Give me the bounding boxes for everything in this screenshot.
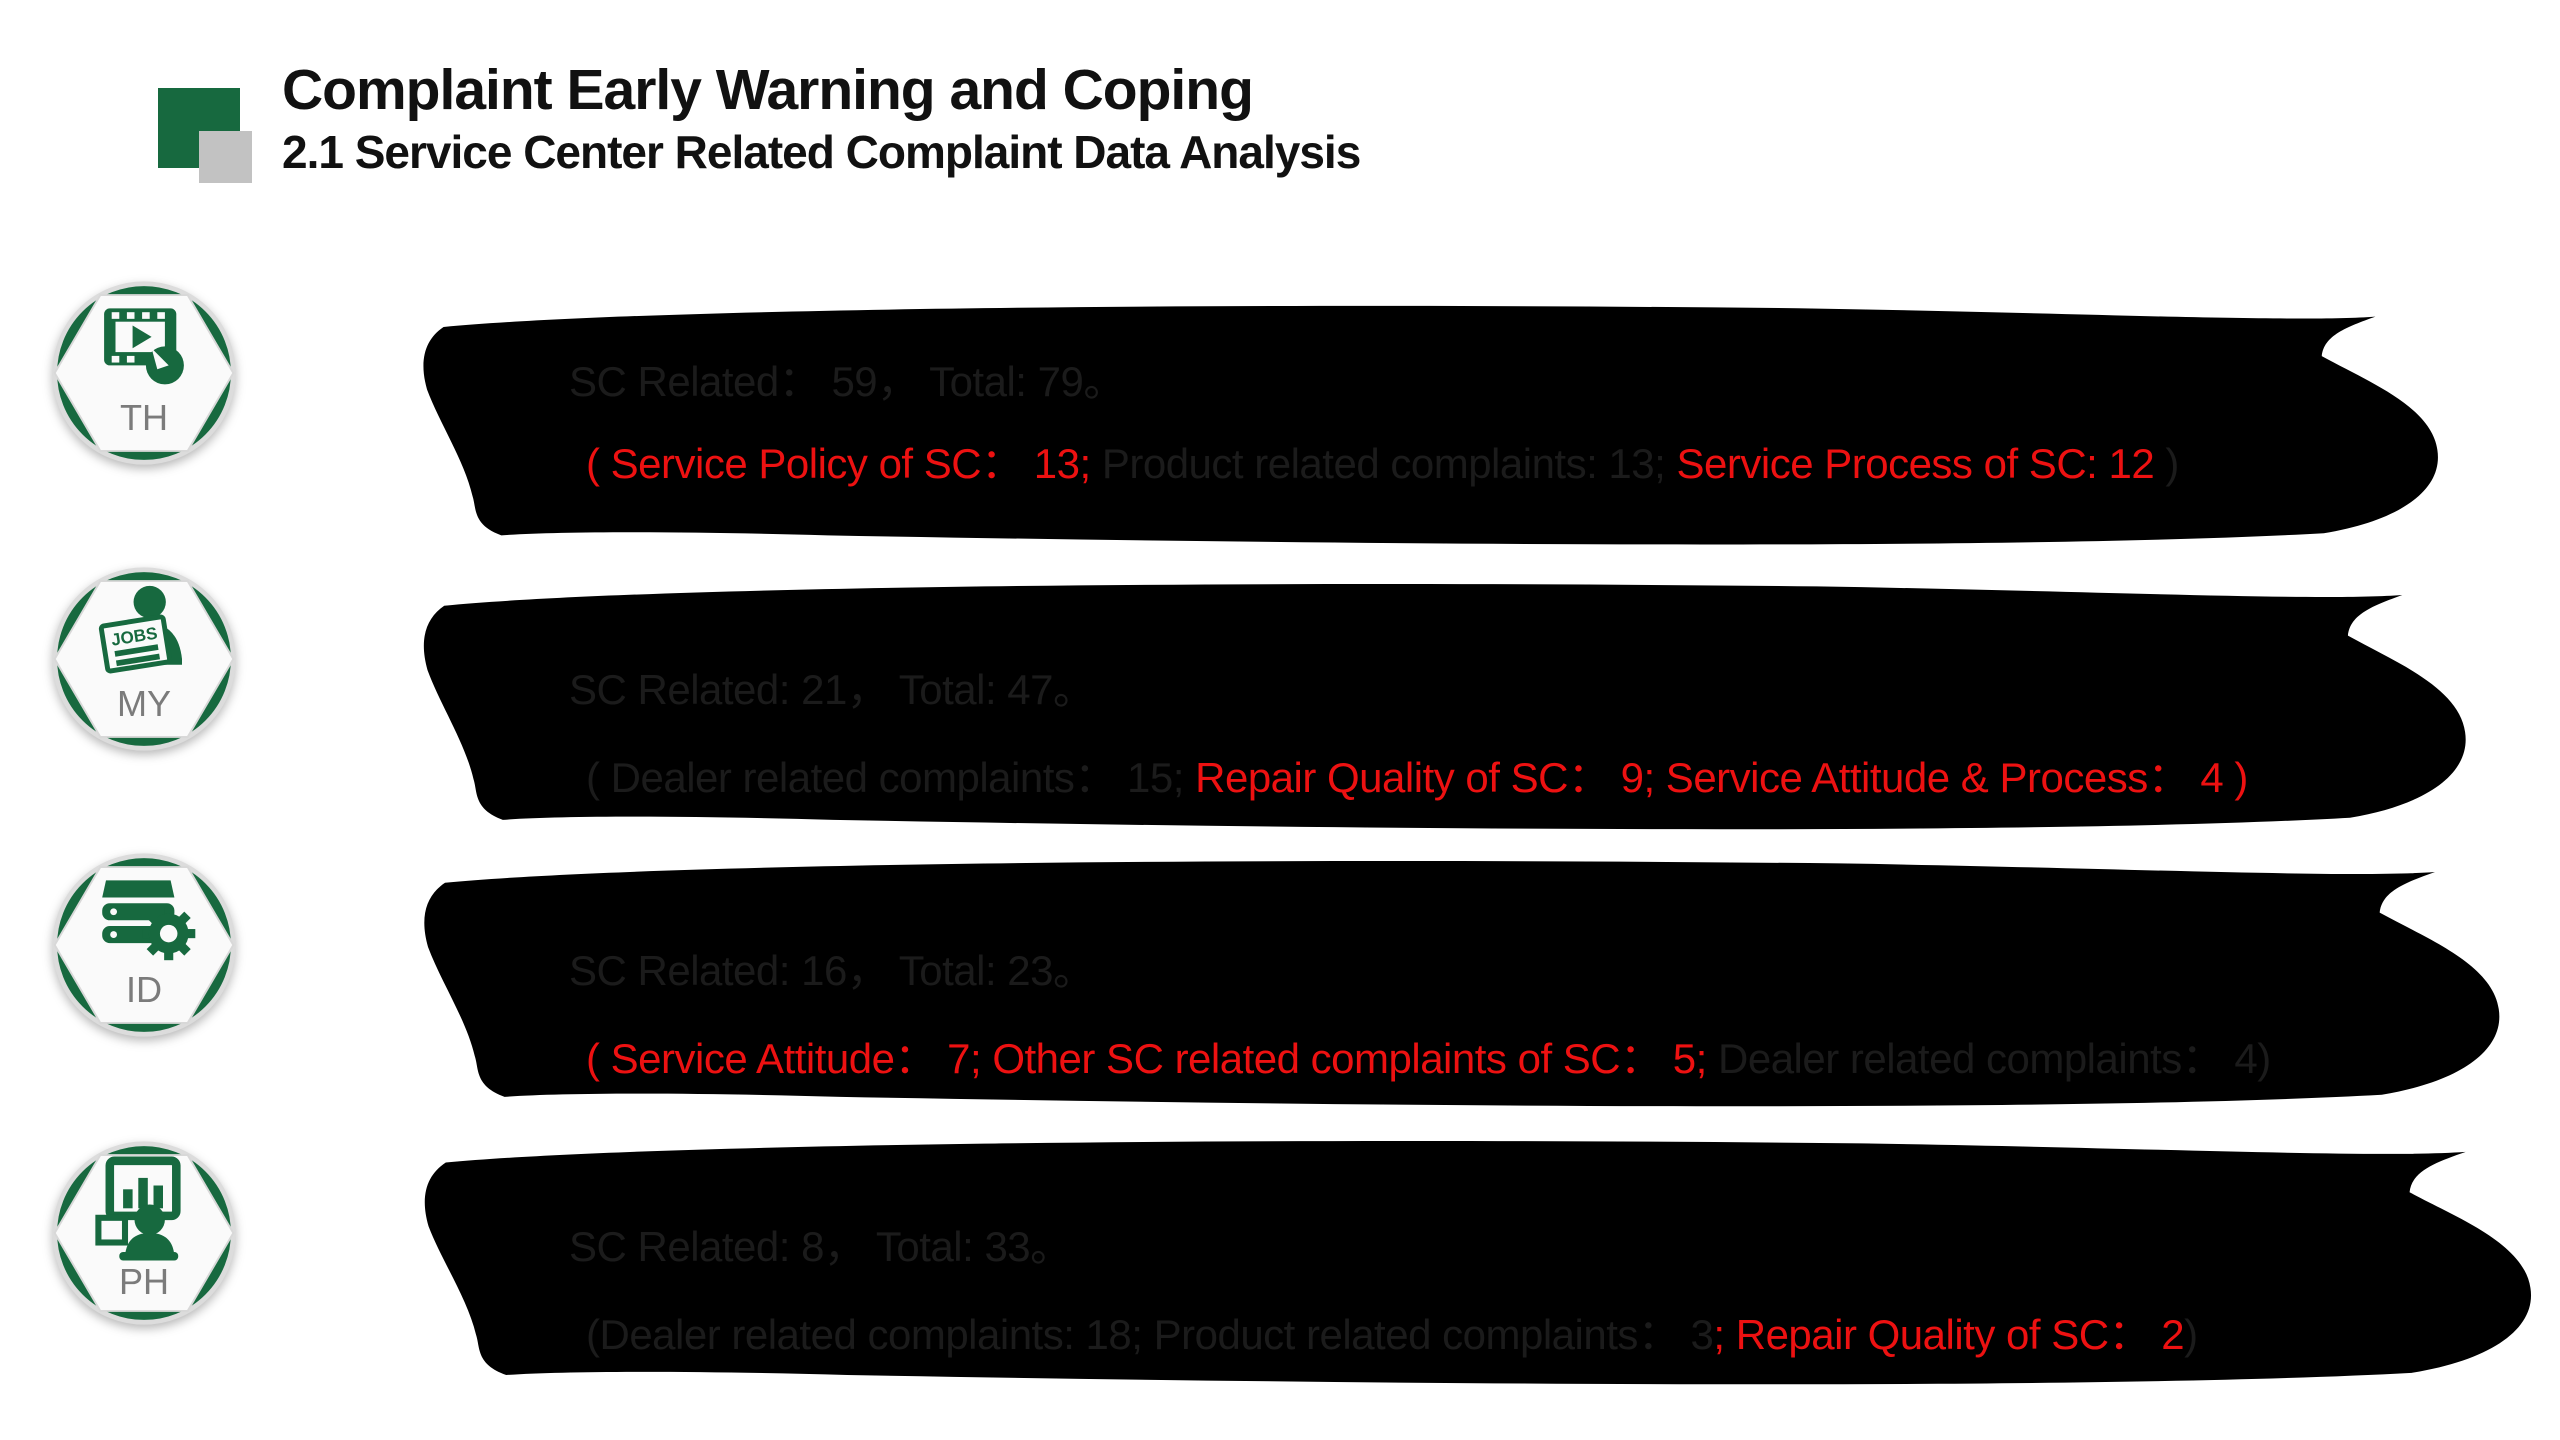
bubble-outline — [423, 305, 2438, 545]
bubble-th-detail: ( Service Policy of SC： 13; Product rela… — [586, 430, 2179, 491]
text-segment-black: ) — [2184, 1311, 2198, 1358]
bubble-ph: SC Related: 8， Total: 33。 (Dealer relate… — [394, 1137, 2552, 1392]
server-gear-icon — [102, 880, 196, 961]
badge-ph: PH — [49, 1138, 239, 1328]
bubble-id: SC Related: 16， Total: 23。 ( Service Att… — [394, 857, 2520, 1114]
badge-my: JOBS MY — [49, 564, 239, 754]
text-segment-red: Repair Quality of SC： 9; Service Attitud… — [1195, 754, 2248, 801]
bubble-th: SC Related： 59， Total: 79。 ( Service Pol… — [394, 302, 2458, 552]
text-segment-black: ) — [2154, 440, 2179, 487]
text-segment-black: ( Dealer related complaints： 15; — [586, 754, 1196, 801]
badge-circle — [52, 853, 236, 1037]
text-segment-red: Service Process of SC: 12 — [1676, 440, 2155, 487]
page-subtitle: 2.1 Service Center Related Complaint Dat… — [282, 125, 1361, 178]
badge-id: ID — [49, 850, 239, 1040]
badge-code-id: ID — [126, 969, 162, 1010]
deco-gray-square — [199, 131, 252, 183]
text-segment-black: Dealer related complaints： 4) — [1718, 1035, 2271, 1082]
bubble-ph-detail: (Dealer related complaints: 18; Product … — [586, 1301, 2198, 1362]
text-segment-red: ; Repair Quality of SC： 2 — [1713, 1311, 2185, 1358]
text-segment-black: (Dealer related complaints: 18; Product … — [586, 1311, 1714, 1358]
text-segment-black: Product related complaints: 13; — [1101, 440, 1677, 487]
bubble-my: SC Related: 21， Total: 47。 ( Dealer rela… — [394, 580, 2486, 837]
bubble-id-detail: ( Service Attitude： 7; Other SC related … — [586, 1025, 2271, 1086]
bubble-th-summary: SC Related： 59， Total: 79。 — [569, 358, 1125, 405]
badge-code-ph: PH — [119, 1261, 169, 1302]
text-segment-red: ( Service Attitude： 7; Other SC related … — [586, 1035, 1718, 1082]
bubble-my-summary: SC Related: 21， Total: 47。 — [569, 666, 1095, 713]
video-click-icon — [104, 308, 184, 385]
badge-circle — [52, 281, 236, 465]
bubble-my-detail: ( Dealer related complaints： 15; Repair … — [586, 744, 2248, 805]
text-segment-red: ( Service Policy of SC： 13; — [586, 440, 1102, 487]
presentation-person-icon — [95, 1156, 181, 1261]
bubble-ph-summary: SC Related: 8， Total: 33。 — [569, 1223, 1072, 1270]
header: Complaint Early Warning and Coping 2.1 S… — [282, 58, 1361, 178]
badge-code-my: MY — [117, 683, 171, 724]
badge-code-th: TH — [120, 397, 168, 438]
bubble-id-summary: SC Related: 16， Total: 23。 — [569, 947, 1095, 994]
badge-th: TH — [49, 278, 239, 468]
page-title: Complaint Early Warning and Coping — [282, 58, 1254, 122]
jobs-person-icon: JOBS — [98, 585, 182, 674]
